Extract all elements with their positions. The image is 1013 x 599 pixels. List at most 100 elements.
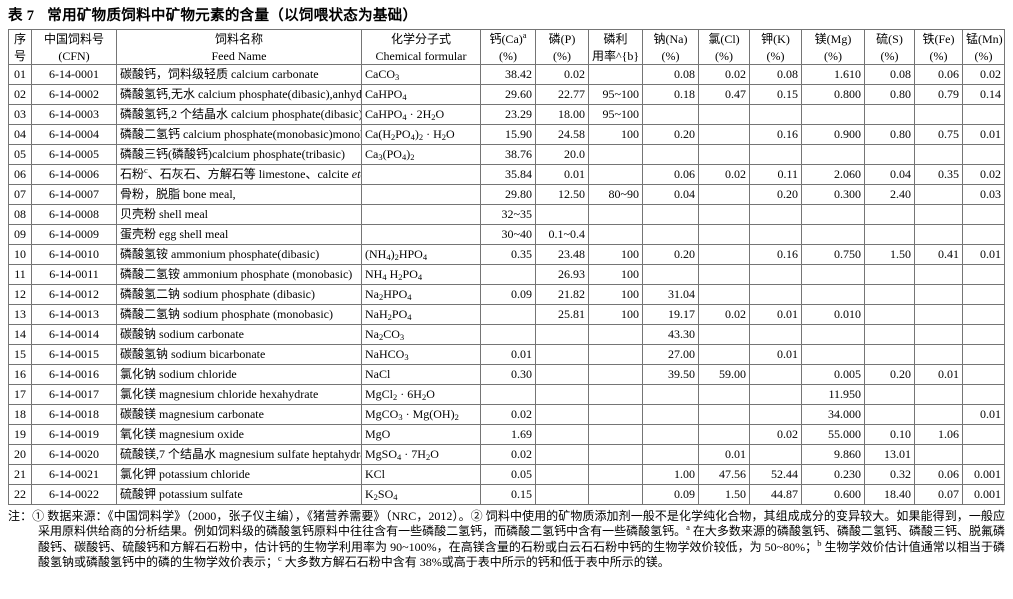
value-cl <box>698 264 750 285</box>
value-cl <box>698 384 750 405</box>
value-mn: 0.02 <box>962 164 1005 185</box>
value-k: 0.02 <box>749 424 802 445</box>
column-header-no: 序 号 <box>8 29 32 65</box>
chemical-formula: CaCO3 <box>361 64 481 85</box>
value-s <box>864 104 915 125</box>
value-ca: 0.02 <box>480 404 536 425</box>
chemical-formula: Na2CO3 <box>361 324 481 345</box>
value-na: 39.50 <box>642 364 699 385</box>
value-mn <box>962 344 1005 365</box>
chemical-formula: Ca(H2PO4)2 · H2O <box>361 124 481 145</box>
value-fe <box>914 344 963 365</box>
value-na: 31.04 <box>642 284 699 305</box>
value-s: 18.40 <box>864 484 915 505</box>
value-p-availability: 100 <box>588 124 643 145</box>
chemical-formula: Na2HPO4 <box>361 284 481 305</box>
value-ca: 0.01 <box>480 344 536 365</box>
feed-name: 氯化钠 sodium chloride <box>116 364 362 385</box>
table-row: 02 6-14-0002 磷酸氢钙,无水 calcium phosphate(d… <box>8 84 1005 105</box>
value-p: 22.77 <box>535 84 589 105</box>
value-ca: 23.29 <box>480 104 536 125</box>
row-number: 10 <box>8 244 32 265</box>
table-row: 22 6-14-0022 硫酸钾 potassium sulfate K2SO4… <box>8 484 1005 505</box>
value-fe <box>914 384 963 405</box>
table-row: 18 6-14-0018 碳酸镁 magnesium carbonate MgC… <box>8 404 1005 425</box>
value-mg: 34.000 <box>801 404 865 425</box>
row-number: 14 <box>8 324 32 345</box>
cfn-code: 6-14-0014 <box>31 324 117 345</box>
value-mg: 0.010 <box>801 304 865 325</box>
value-ca: 38.76 <box>480 144 536 165</box>
value-mn <box>962 144 1005 165</box>
feed-name: 贝壳粉 shell meal <box>116 204 362 225</box>
value-na <box>642 224 699 245</box>
chemical-formula: MgSO4 · 7H2O <box>361 444 481 465</box>
value-mn: 0.01 <box>962 124 1005 145</box>
chemical-formula: CaHPO4 · 2H2O <box>361 104 481 125</box>
value-p-availability: 100 <box>588 244 643 265</box>
value-na: 0.04 <box>642 184 699 205</box>
value-s: 1.50 <box>864 244 915 265</box>
row-number: 08 <box>8 204 32 225</box>
value-fe <box>914 104 963 125</box>
value-k <box>749 324 802 345</box>
mineral-header-line1: 铁(Fe) <box>922 32 955 46</box>
value-k <box>749 104 802 125</box>
value-cl: 59.00 <box>698 364 750 385</box>
value-na: 0.06 <box>642 164 699 185</box>
value-k: 0.16 <box>749 244 802 265</box>
value-k: 0.01 <box>749 344 802 365</box>
column-header-mineral: 氯(Cl) (%) <box>698 29 750 65</box>
value-mn: 0.01 <box>962 244 1005 265</box>
column-header-mineral: 铁(Fe) (%) <box>914 29 963 65</box>
value-p <box>535 464 589 485</box>
column-header-feed-name: 饲料名称 Feed Name <box>116 29 362 65</box>
chemical-formula <box>361 204 481 225</box>
value-k: 0.16 <box>749 124 802 145</box>
value-mg <box>801 264 865 285</box>
column-header-mineral: 磷(P) (%) <box>535 29 589 65</box>
row-number: 11 <box>8 264 32 285</box>
cfn-code: 6-14-0006 <box>31 164 117 185</box>
value-s: 13.01 <box>864 444 915 465</box>
value-k: 44.87 <box>749 484 802 505</box>
value-p-availability <box>588 364 643 385</box>
value-mg: 0.750 <box>801 244 865 265</box>
row-number: 17 <box>8 384 32 405</box>
value-cl: 0.01 <box>698 444 750 465</box>
table-row: 21 6-14-0021 氯化钾 potassium chloride KCl … <box>8 464 1005 485</box>
cfn-code: 6-14-0009 <box>31 224 117 245</box>
chemical-formula: (NH4)2HPO4 <box>361 244 481 265</box>
value-cl <box>698 184 750 205</box>
chemical-formula: MgO <box>361 424 481 445</box>
value-p-availability <box>588 444 643 465</box>
column-header-mineral: 镁(Mg) (%) <box>801 29 865 65</box>
feed-name: 氯化镁 magnesium chloride hexahydrate <box>116 384 362 405</box>
row-number: 16 <box>8 364 32 385</box>
value-na <box>642 144 699 165</box>
cfn-code: 6-14-0020 <box>31 444 117 465</box>
value-ca <box>480 304 536 325</box>
feed-name: 骨粉，脱脂 bone meal, <box>116 184 362 205</box>
chemical-formula <box>361 224 481 245</box>
feed-name: 碳酸氢钠 sodium bicarbonate <box>116 344 362 365</box>
value-cl <box>698 324 750 345</box>
value-p: 0.01 <box>535 164 589 185</box>
chemical-formula: MgCO3 · Mg(OH)2 <box>361 404 481 425</box>
value-na <box>642 264 699 285</box>
value-s <box>864 224 915 245</box>
value-p-availability <box>588 224 643 245</box>
value-cl <box>698 104 750 125</box>
mineral-header-line1: 钾(K) <box>761 32 790 46</box>
cfn-code: 6-14-0018 <box>31 404 117 425</box>
value-p-availability <box>588 204 643 225</box>
value-fe <box>914 224 963 245</box>
value-mg <box>801 204 865 225</box>
value-na: 27.00 <box>642 344 699 365</box>
chemical-formula: NaH2PO4 <box>361 304 481 325</box>
feed-name: 硫酸镁,7 个结晶水 magnesium sulfate heptahydrat… <box>116 444 362 465</box>
table-row: 14 6-14-0014 碳酸钠 sodium carbonate Na2CO3… <box>8 324 1005 345</box>
value-mn <box>962 224 1005 245</box>
value-fe <box>914 304 963 325</box>
cfn-code: 6-14-0002 <box>31 84 117 105</box>
